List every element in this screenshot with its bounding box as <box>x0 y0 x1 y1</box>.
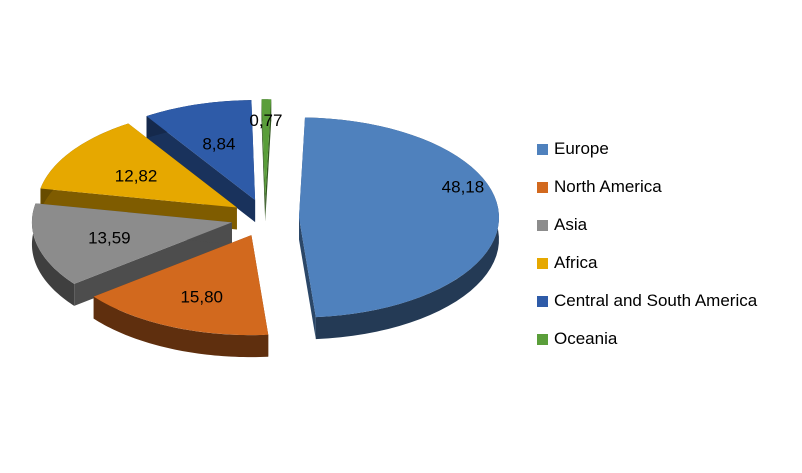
legend-label-asia: Asia <box>554 215 588 234</box>
legend-item-north-america: North America <box>537 168 757 206</box>
data-label-africa: 12,82 <box>115 166 158 185</box>
pie-slice-top-europe <box>298 117 499 318</box>
pie-slice-top-central-south-america <box>146 100 256 201</box>
pie-slice-top-asia <box>31 203 232 284</box>
legend-label-north-america: North America <box>554 177 662 196</box>
legend: Europe North America Asia Africa Central… <box>537 130 757 358</box>
legend-item-africa: Africa <box>537 244 757 282</box>
legend-swatch-africa <box>537 257 548 269</box>
pie-slice-top-africa <box>40 123 237 208</box>
data-label-central-south-america: 8,84 <box>202 134 235 153</box>
legend-swatch-oceania <box>537 333 548 345</box>
legend-label-central-south-america: Central and South America <box>554 291 758 310</box>
pie-slice-asia <box>31 203 232 306</box>
pie-slice-europe <box>298 117 499 340</box>
legend-swatch-central-south-america <box>537 295 548 307</box>
legend-item-central-south-america: Central and South America <box>537 282 757 320</box>
legend-item-oceania: Oceania <box>537 320 757 358</box>
legend-swatch-europe <box>537 143 548 155</box>
pie-slice-rim-asia <box>31 203 75 306</box>
pie-slice-rim-north-america <box>93 296 269 358</box>
pie-slice-oceania <box>261 99 272 222</box>
data-label-north-america: 15,80 <box>180 287 223 306</box>
pie-slice-wall-oceania-start <box>261 99 266 222</box>
pie-slice-central-south-america <box>146 100 256 223</box>
pie-slice-north-america <box>93 235 269 358</box>
pie-slice-top-north-america <box>93 235 269 336</box>
legend-item-europe: Europe <box>537 130 757 168</box>
pie-slice-wall-europe-end <box>298 217 316 340</box>
legend-label-oceania: Oceania <box>554 329 618 348</box>
legend-label-africa: Africa <box>554 253 598 272</box>
legend-item-asia: Asia <box>537 206 757 244</box>
data-label-asia: 13,59 <box>88 228 131 247</box>
legend-swatch-asia <box>537 219 548 231</box>
legend-swatch-north-america <box>537 181 548 193</box>
pie-slice-wall-asia-start <box>74 222 232 306</box>
data-label-oceania: 0,77 <box>249 111 282 130</box>
data-label-europe: 48,18 <box>442 177 485 196</box>
pie-slice-wall-oceania-end <box>265 99 272 222</box>
legend-label-europe: Europe <box>554 139 609 158</box>
pie-slice-top-oceania <box>261 99 272 200</box>
pie-slice-wall-central-south-america-start <box>146 116 256 223</box>
